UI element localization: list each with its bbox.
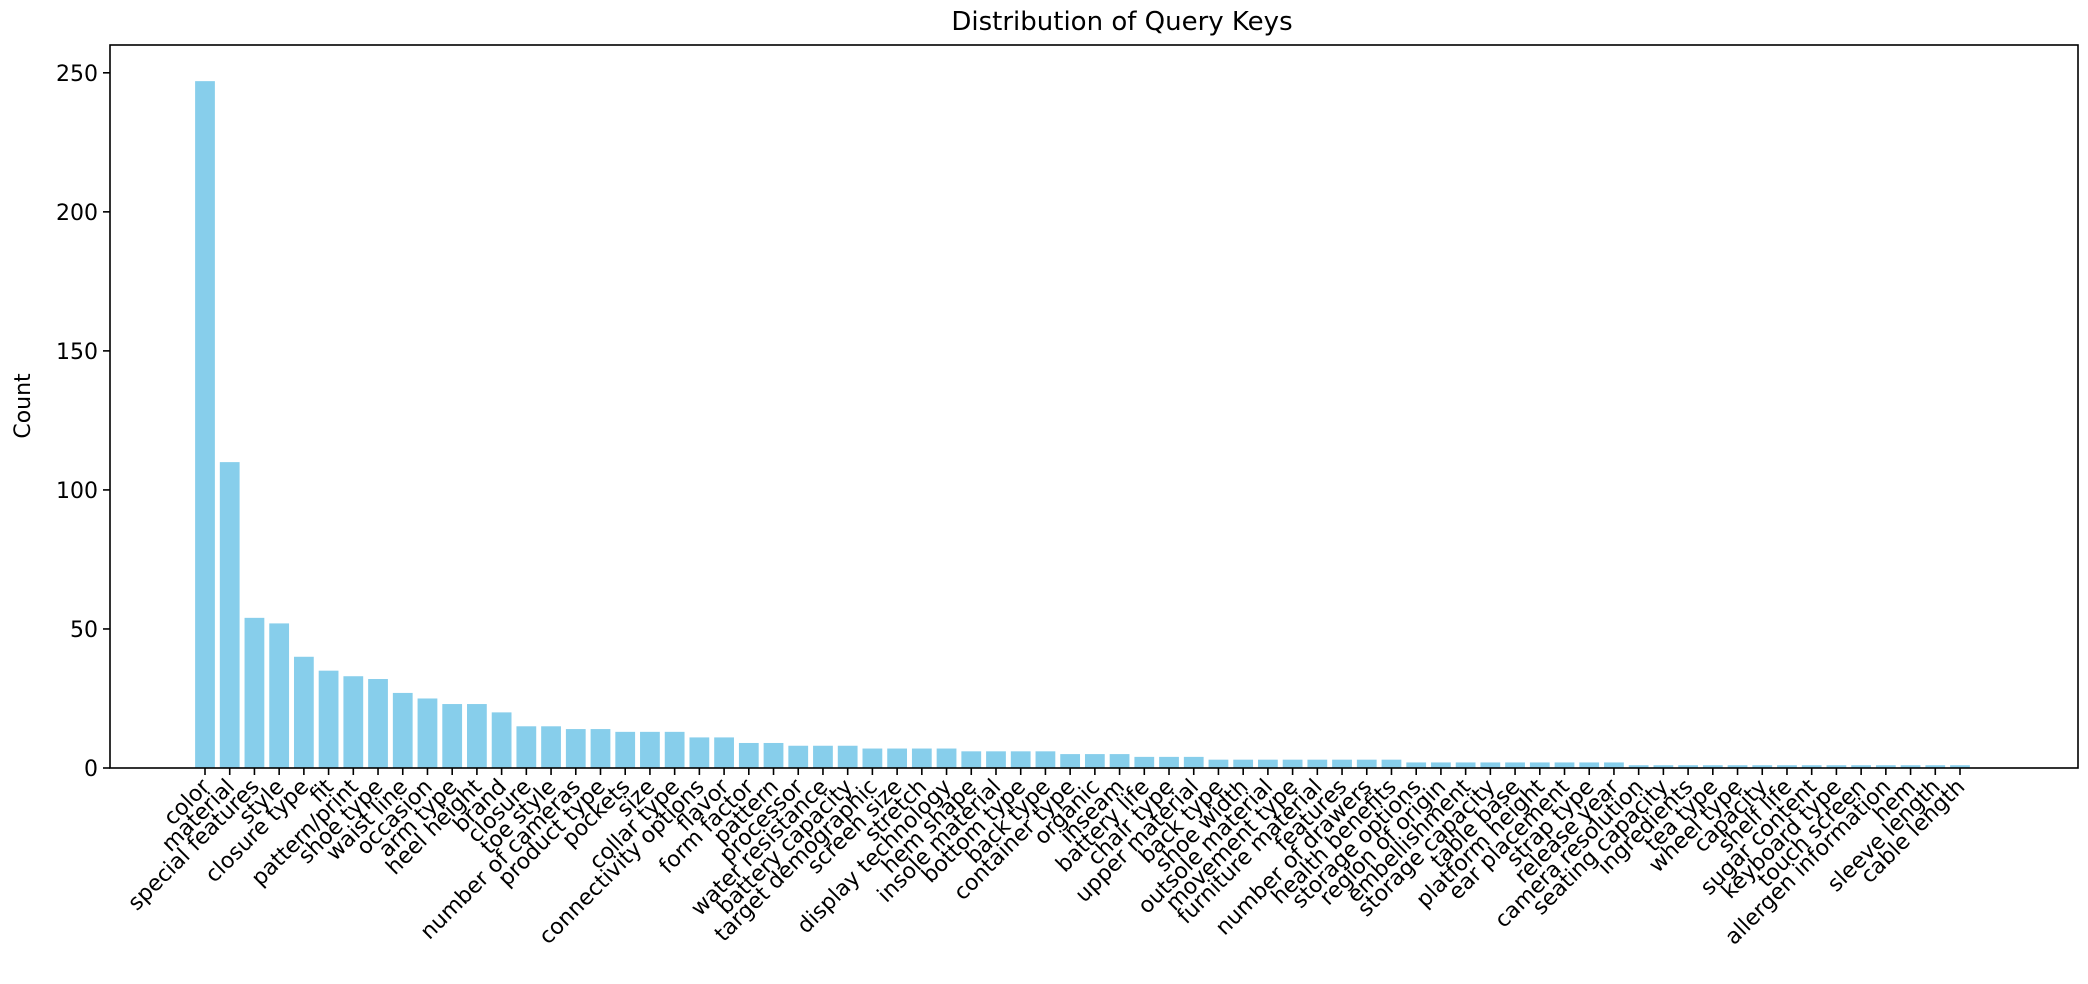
bar [689, 737, 710, 768]
bar [1826, 765, 1847, 768]
bar [961, 751, 982, 768]
bar [640, 731, 660, 768]
bar [1381, 759, 1402, 768]
bar [1233, 759, 1254, 768]
bar [1282, 759, 1303, 768]
bar [862, 748, 883, 768]
bar [813, 745, 833, 768]
bar [1900, 765, 1921, 768]
bar [1258, 759, 1278, 768]
bar [1035, 751, 1056, 768]
bar [936, 748, 957, 768]
bar [1307, 759, 1328, 768]
bar [1777, 765, 1797, 768]
bar [1480, 762, 1501, 768]
bar [788, 745, 809, 768]
bar [1159, 756, 1179, 768]
bar [516, 726, 537, 768]
bar [1579, 762, 1600, 768]
plot-area-frame [109, 44, 2079, 769]
bar [392, 692, 413, 768]
bar [714, 737, 734, 768]
bar [911, 748, 932, 768]
bar [1134, 756, 1155, 768]
bar [1727, 765, 1748, 768]
bar [442, 704, 463, 768]
bar [1060, 754, 1081, 768]
bar [1183, 756, 1204, 768]
bar [1678, 765, 1698, 768]
bar [491, 712, 512, 768]
y-tick-label: 0 [84, 757, 98, 782]
bar [1950, 765, 1970, 768]
bar [1431, 762, 1451, 768]
y-axis-label: Count [11, 373, 36, 439]
bar [1010, 751, 1031, 768]
bar [1628, 765, 1649, 768]
bar [1752, 765, 1773, 768]
bar [1406, 762, 1427, 768]
y-tick-label: 100 [56, 479, 98, 504]
bar [417, 698, 438, 768]
bar [368, 679, 388, 768]
bar [1208, 759, 1229, 768]
bar [1505, 762, 1525, 768]
bar [1332, 759, 1352, 768]
bar [590, 729, 611, 768]
bar [664, 731, 685, 768]
bar [1109, 754, 1130, 768]
bars-group [195, 81, 1970, 768]
bar [1529, 762, 1550, 768]
bar [887, 748, 907, 768]
bar [219, 462, 240, 768]
y-axis-ticks: 0 50 100 150 200 250 [56, 62, 110, 782]
bar [1801, 765, 1822, 768]
bar [738, 742, 759, 768]
bar [1554, 762, 1575, 768]
y-tick-label: 200 [56, 201, 98, 226]
bar [837, 745, 858, 768]
bar [467, 704, 487, 768]
y-tick-label: 150 [56, 340, 98, 365]
bar [1356, 759, 1377, 768]
bar [293, 656, 314, 768]
chart-title: Distribution of Query Keys [951, 7, 1292, 37]
bar [244, 617, 265, 768]
bar [195, 81, 215, 768]
bar [269, 623, 290, 768]
bar [318, 670, 339, 768]
bar [1084, 754, 1105, 768]
bar [1925, 765, 1946, 768]
bar [343, 676, 364, 768]
bar [565, 729, 586, 768]
bar [1604, 762, 1624, 768]
bar [1653, 765, 1674, 768]
y-tick-label: 250 [56, 62, 98, 87]
bar [615, 731, 636, 768]
y-tick-label: 50 [70, 618, 98, 643]
bar [1455, 762, 1476, 768]
bar [986, 751, 1006, 768]
bar [1702, 765, 1723, 768]
bar [763, 742, 784, 768]
bar [541, 726, 561, 768]
bar [1875, 765, 1896, 768]
bar [1851, 765, 1872, 768]
